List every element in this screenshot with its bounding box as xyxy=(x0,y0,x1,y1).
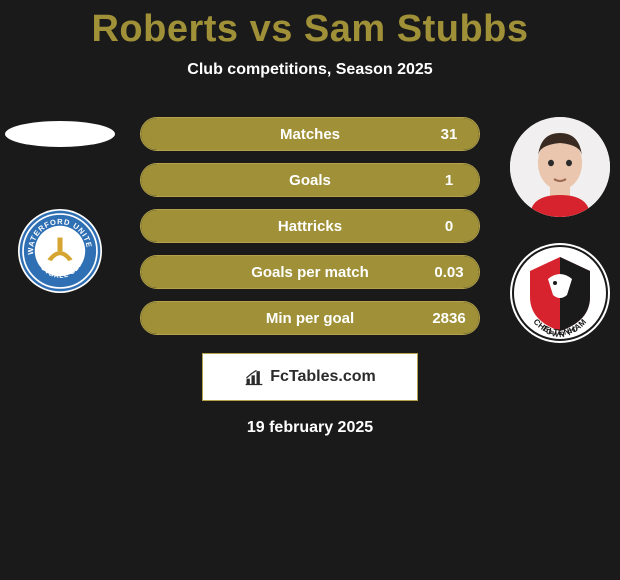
page-subtitle: Club competitions, Season 2025 xyxy=(0,61,620,79)
bar-chart-icon xyxy=(244,367,264,387)
club-logo-waterford: WATERFORD UNITED FOOTBALL CLUB xyxy=(18,209,102,293)
stat-right-value: 31 xyxy=(419,126,479,143)
stats-table: Matches31 Goals1 Hattricks0 Goals per match… xyxy=(140,117,480,335)
left-player-column: WATERFORD UNITED FOOTBALL CLUB xyxy=(0,117,120,293)
stat-label: Hattricks xyxy=(201,218,419,235)
branding-badge: FcTables.com xyxy=(202,353,418,401)
stat-row: Goals1 xyxy=(140,163,480,197)
stat-row: Matches31 xyxy=(140,117,480,151)
stat-label: Matches xyxy=(201,126,419,143)
right-player-column: CHELTENHAM TOWN FC xyxy=(500,117,620,343)
page-title: Roberts vs Sam Stubbs xyxy=(0,0,620,51)
player-photo-icon xyxy=(510,117,610,217)
waterford-crest-icon: WATERFORD UNITED FOOTBALL CLUB xyxy=(18,209,102,293)
cheltenham-crest-icon: CHELTENHAM TOWN FC xyxy=(510,243,610,343)
stat-right-value: 0.03 xyxy=(419,264,479,281)
stat-label: Goals per match xyxy=(201,264,419,281)
footer-date: 19 february 2025 xyxy=(0,419,620,437)
player-right-avatar xyxy=(510,117,610,217)
stat-row: Hattricks0 xyxy=(140,209,480,243)
stat-right-value: 1 xyxy=(419,172,479,189)
stat-row: Min per goal2836 xyxy=(140,301,480,335)
branding-text: FcTables.com xyxy=(270,368,376,386)
stat-label: Min per goal xyxy=(201,310,419,327)
stat-row: Goals per match0.03 xyxy=(140,255,480,289)
club-logo-cheltenham: CHELTENHAM TOWN FC xyxy=(510,243,610,343)
player-left-avatar-placeholder xyxy=(5,121,115,147)
stat-right-value: 0 xyxy=(419,218,479,235)
stat-right-value: 2836 xyxy=(419,310,479,327)
comparison-area: WATERFORD UNITED FOOTBALL CLUB xyxy=(0,117,620,437)
stat-label: Goals xyxy=(201,172,419,189)
